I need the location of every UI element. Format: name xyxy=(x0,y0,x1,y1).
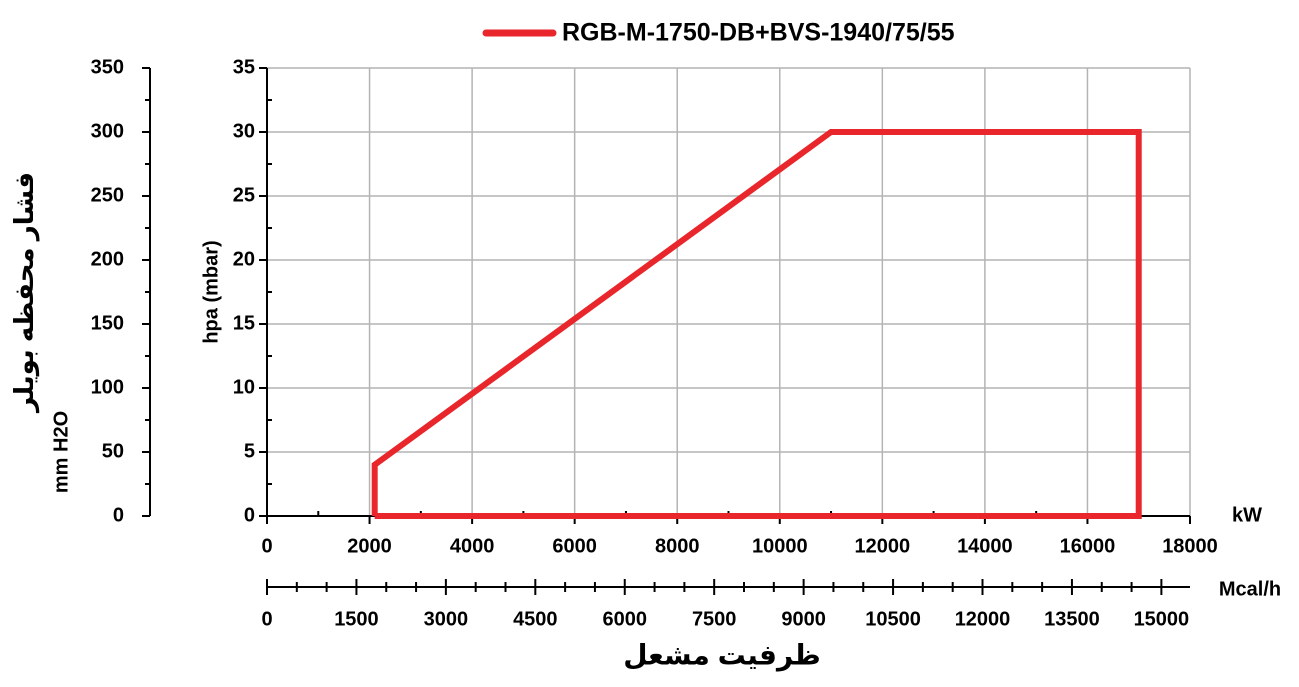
y-tick-label: 0 xyxy=(244,504,255,526)
y2-tick-label: 100 xyxy=(91,376,124,398)
x-tick-label: 12000 xyxy=(855,535,911,557)
x-tick-label: 10000 xyxy=(752,535,808,557)
x-unit-label: kW xyxy=(1232,504,1262,526)
x-tick-label: 8000 xyxy=(655,535,700,557)
x2-tick-label: 9000 xyxy=(781,608,826,630)
x2-tick-label: 3000 xyxy=(424,608,469,630)
y-tick-label: 15 xyxy=(233,312,255,334)
x-tick-label: 14000 xyxy=(957,535,1013,557)
y2-tick-label: 250 xyxy=(91,184,124,206)
y-tick-label: 25 xyxy=(233,184,255,206)
x-tick-label: 18000 xyxy=(1162,535,1218,557)
y-tick-label: 5 xyxy=(244,440,255,462)
y2-title: فشار محفظه بویلر xyxy=(9,172,40,414)
x2-tick-label: 12000 xyxy=(955,608,1011,630)
y2-tick-label: 0 xyxy=(113,504,124,526)
x2-tick-label: 7500 xyxy=(692,608,737,630)
y2-tick-label: 350 xyxy=(91,56,124,78)
x-tick-label: 6000 xyxy=(552,535,597,557)
y2-tick-label: 50 xyxy=(102,440,124,462)
x-tick-label: 2000 xyxy=(347,535,392,557)
y-tick-label: 10 xyxy=(233,376,255,398)
legend-label: RGB-M-1750-DB+BVS-1940/75/55 xyxy=(562,19,955,47)
series-line xyxy=(371,129,1142,519)
x-tick-label: 16000 xyxy=(1060,535,1116,557)
y2-tick-label: 300 xyxy=(91,120,124,142)
x2-title: ظرفیت مشعل xyxy=(623,639,821,671)
x2-tick-label: 6000 xyxy=(603,608,648,630)
x2-unit-label: Mcal/h xyxy=(1219,578,1281,600)
x-tick-label: 4000 xyxy=(450,535,495,557)
x2-tick-label: 4500 xyxy=(513,608,558,630)
x2-tick-label: 0 xyxy=(261,608,272,630)
y2-unit-label: mm H2O xyxy=(50,411,72,493)
y-tick-label: 20 xyxy=(233,248,255,270)
x2-tick-label: 15000 xyxy=(1134,608,1190,630)
y2-tick-label: 150 xyxy=(91,312,124,334)
y-title: hpa (mbar) xyxy=(200,240,222,343)
x-tick-label: 0 xyxy=(261,535,272,557)
x2-tick-label: 1500 xyxy=(334,608,379,630)
y-tick-label: 30 xyxy=(233,120,255,142)
x2-tick-label: 10500 xyxy=(865,608,921,630)
y-tick-label: 35 xyxy=(233,56,255,78)
x2-tick-label: 13500 xyxy=(1044,608,1100,630)
y2-tick-label: 200 xyxy=(91,248,124,270)
